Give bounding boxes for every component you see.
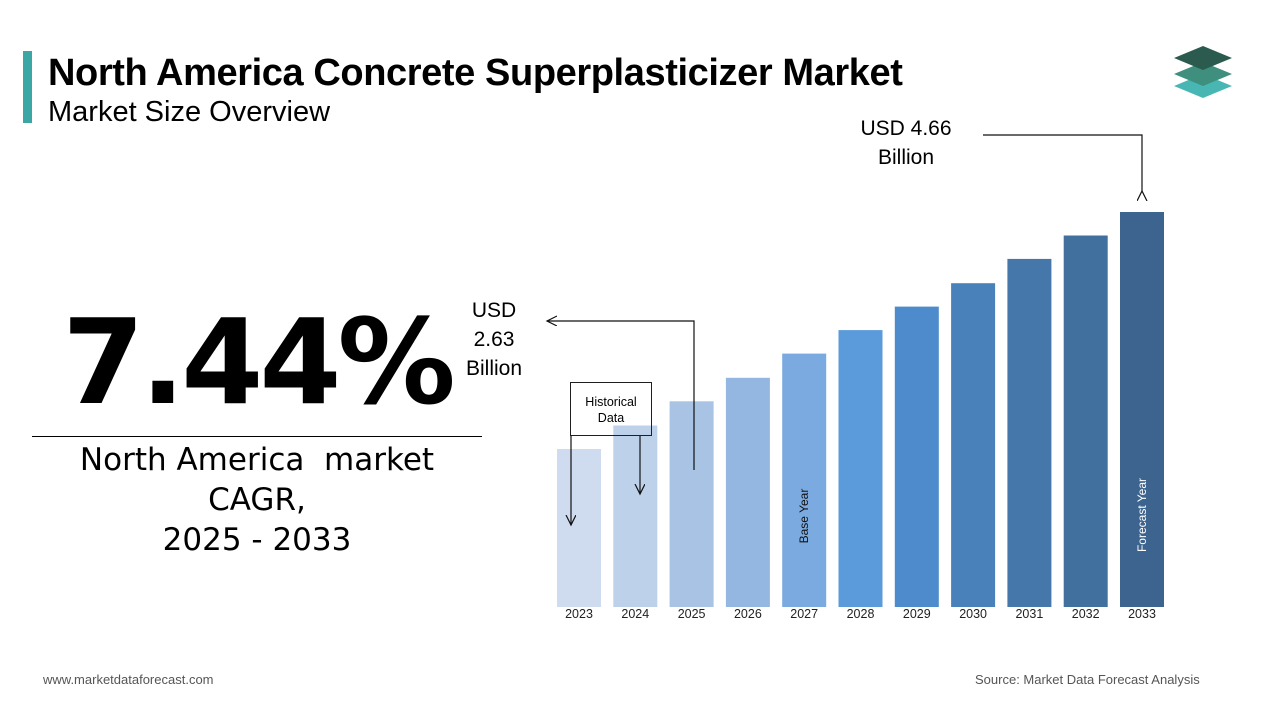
start-value-callout: USD 2.63 Billion [455, 296, 533, 383]
bar-2023 [557, 449, 601, 607]
bar-2030 [951, 283, 996, 607]
bar-2025 [669, 401, 714, 607]
cagr-caption-line1: North America market [79, 442, 435, 478]
bar-2028 [838, 330, 883, 607]
bar-annotation-2027: Base Year [797, 489, 811, 544]
bar-2032 [1063, 235, 1108, 607]
bar-2033 [1120, 212, 1164, 607]
bar-2024 [613, 425, 658, 607]
start-value-arrow [547, 321, 695, 470]
cagr-caption: North America market CAGR, 2025 - 2033 [32, 440, 482, 560]
end-value-callout: USD 4.66 Billion [846, 114, 966, 172]
historical-data-box: Historical Data [570, 382, 652, 436]
start-value-line1: USD [471, 299, 517, 322]
title-accent-bar [23, 51, 32, 123]
stacked-layers-logo-icon [1174, 46, 1232, 98]
x-tick-label-2031: 2031 [1015, 607, 1043, 621]
bar-2031 [1007, 258, 1052, 607]
source-note: Source: Market Data Forecast Analysis [975, 672, 1200, 687]
x-tick-label-2027: 2027 [790, 607, 818, 621]
page-subtitle: Market Size Overview [48, 96, 331, 128]
bar-2027 [782, 353, 827, 607]
x-tick-label-2023: 2023 [565, 607, 593, 621]
page-title: North America Concrete Superplasticizer … [48, 52, 903, 94]
cagr-divider [32, 436, 482, 437]
end-value-arrow [983, 134, 1142, 191]
x-tick-label-2030: 2030 [959, 607, 987, 621]
x-tick-label-2025: 2025 [678, 607, 706, 621]
x-tick-label-2032: 2032 [1072, 607, 1100, 621]
x-tick-label-2026: 2026 [734, 607, 762, 621]
bar-2029 [894, 306, 939, 607]
end-value-line1: USD 4.66 [860, 117, 952, 140]
start-value-line2: 2.63 [473, 328, 515, 351]
x-tick-label-2029: 2029 [903, 607, 931, 621]
bar-annotation-2033: Forecast Year [1135, 478, 1149, 552]
website-link[interactable]: www.marketdataforecast.com [43, 672, 214, 687]
cagr-caption-line3: 2025 - 2033 [162, 522, 352, 558]
cagr-value: 7.44% [62, 293, 455, 431]
x-tick-label-2028: 2028 [847, 607, 875, 621]
x-tick-label-2024: 2024 [621, 607, 649, 621]
start-value-line3: Billion [465, 357, 523, 380]
historical-line2: Data [597, 411, 625, 425]
x-tick-label-2033: 2033 [1128, 607, 1156, 621]
end-value-line2: Billion [877, 146, 935, 169]
cagr-caption-line2: CAGR, [208, 482, 306, 518]
historical-line1: Historical [585, 395, 637, 409]
bar-2026 [725, 377, 770, 607]
